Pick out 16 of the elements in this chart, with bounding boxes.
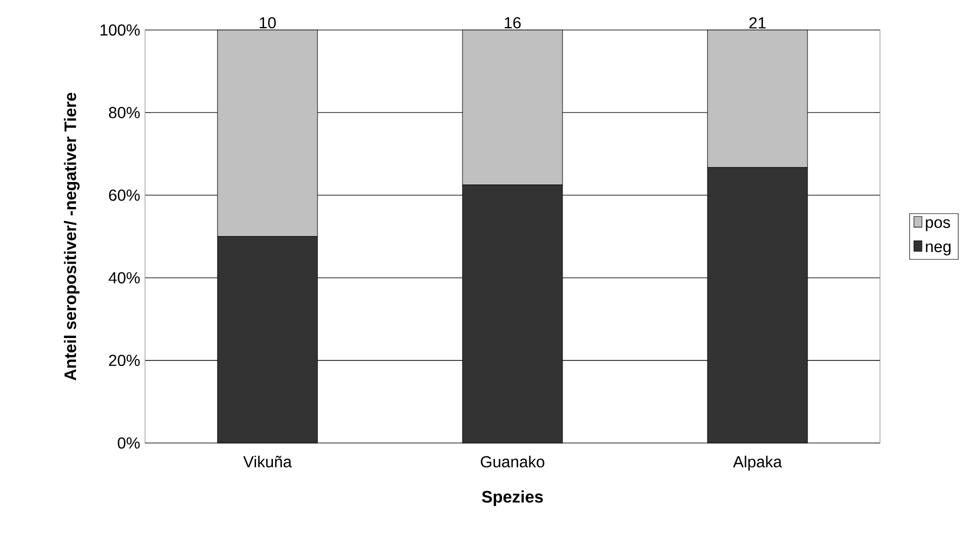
- y-axis-title: Anteil seropositiver/ -negativer Tiere: [64, 92, 80, 380]
- legend-label: neg: [926, 243, 951, 256]
- y-tick-label: 80%: [108, 106, 140, 118]
- y-tick-label: 0%: [118, 437, 140, 449]
- x-tick-label: Alpaka: [733, 456, 782, 471]
- annotation: 10: [260, 17, 276, 28]
- annotation: 21: [749, 17, 766, 28]
- y-tick-label: 100%: [100, 24, 140, 36]
- y-tick-label: 20%: [109, 354, 140, 366]
- y-tick-label: 60%: [109, 190, 140, 201]
- legend-label: pos: [926, 219, 950, 232]
- annotation: 16: [504, 17, 521, 28]
- x-axis-title: Spezies: [482, 490, 543, 506]
- y-tick-label: 40%: [108, 272, 140, 284]
- x-tick-label: Guanako: [480, 456, 544, 468]
- x-tick-label: Vikuña: [243, 456, 292, 468]
